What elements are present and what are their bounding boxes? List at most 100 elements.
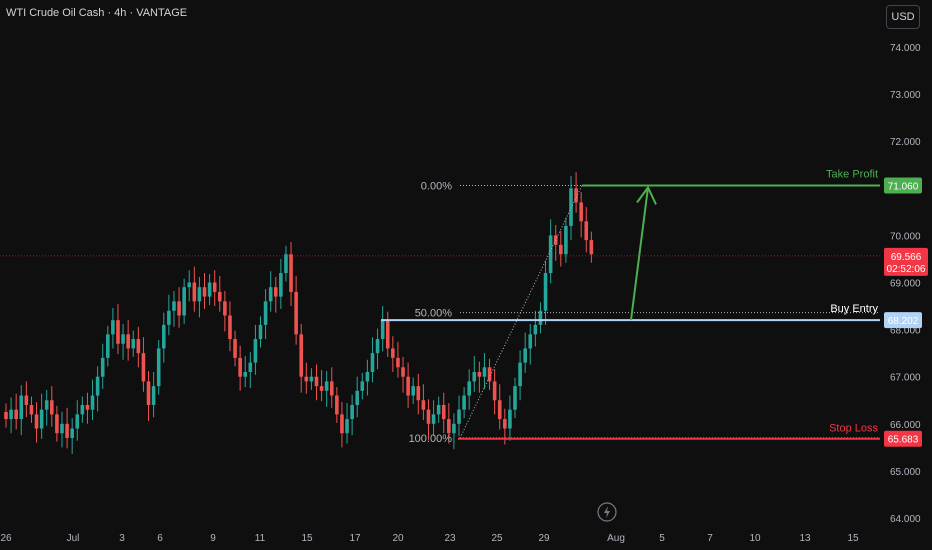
time-tick-label: 5: [659, 533, 665, 544]
time-tick-label: 15: [301, 533, 313, 544]
candle-body: [533, 324, 538, 335]
candle-body: [441, 404, 446, 420]
candle-body: [70, 428, 74, 438]
candle-body: [380, 320, 385, 340]
candle-body: [538, 310, 543, 325]
fib-trend-line: [459, 185, 583, 439]
time-tick-label: 11: [255, 533, 266, 544]
replay-icon[interactable]: [597, 502, 617, 522]
price-tick-label: 72.000: [890, 137, 921, 148]
candle-body: [391, 348, 395, 358]
candle-body: [385, 320, 390, 349]
candle-body: [523, 348, 527, 363]
candle-body: [426, 409, 431, 424]
buy-entry-badge-text: 68.202: [888, 316, 919, 327]
candle-body: [151, 386, 156, 405]
candle-body: [548, 235, 553, 274]
candle-body: [161, 324, 166, 349]
candle-body: [263, 301, 268, 325]
candle-body: [177, 301, 181, 316]
candle-body: [559, 244, 563, 255]
last-price-badge: [884, 247, 928, 276]
candle-body: [136, 339, 141, 354]
candle-body: [579, 202, 583, 222]
candle-body: [289, 254, 293, 292]
candle-body: [431, 414, 436, 424]
candle-body: [39, 409, 44, 429]
time-tick-label: 29: [538, 533, 550, 544]
candle-body: [207, 282, 212, 297]
price-tick-label: 67.000: [890, 373, 921, 384]
currency-button[interactable]: USD: [886, 5, 920, 29]
take-profit-badge: [884, 177, 922, 194]
time-tick-label: 15: [847, 533, 859, 544]
time-tick-label: Jul: [67, 533, 80, 544]
candle-body: [75, 414, 80, 429]
candle-body: [95, 376, 100, 396]
candle-body: [65, 423, 69, 438]
candle-body: [543, 273, 548, 311]
candle-body: [126, 334, 130, 349]
candle-body: [416, 386, 421, 401]
candle-body: [34, 414, 39, 429]
candle-body: [100, 357, 105, 377]
fib-level-label: 100.00%: [409, 433, 453, 445]
candle-body: [253, 339, 258, 363]
time-tick-label: 9: [210, 533, 216, 544]
candle-body: [304, 376, 309, 382]
time-tick-label: 17: [349, 533, 361, 544]
candle-body: [462, 395, 466, 410]
candle-body: [248, 362, 253, 372]
price-tick-label: 69.000: [890, 279, 921, 290]
time-tick-label: 7: [707, 533, 713, 544]
candle-body: [360, 381, 365, 391]
candle-body: [589, 240, 594, 255]
buy-entry-label: Buy Entry: [830, 303, 878, 315]
candle-body: [29, 404, 34, 415]
time-tick-label: 3: [119, 533, 125, 544]
time-tick-label: 23: [444, 533, 456, 544]
candle-body: [167, 310, 171, 325]
candle-body: [436, 404, 441, 415]
time-tick-label: 26: [0, 533, 12, 544]
drawing-overlays: 0.00% 50.00% 100.00% Take Profit Buy Entry St…: [0, 168, 880, 445]
candle-body: [518, 362, 522, 387]
take-profit-badge-text: 71.060: [888, 181, 919, 192]
candle-body: [508, 409, 512, 429]
axes: 74.000 73.000 72.000 70.000 69.000 68.000 67.0…: [0, 43, 928, 544]
candle-body: [477, 371, 482, 377]
candle-body: [355, 390, 360, 405]
candle-body: [569, 188, 573, 226]
candle-body: [44, 400, 49, 410]
candle-body: [401, 367, 405, 377]
candle-body: [116, 320, 120, 344]
projection-arrow-head: [636, 185, 657, 205]
countdown-text: 02:52:06: [887, 264, 926, 275]
candle-body: [223, 301, 227, 316]
candle-body: [172, 301, 176, 311]
candle-body: [329, 381, 334, 396]
candle-body: [238, 357, 242, 377]
stop-loss-label: Stop Loss: [829, 423, 878, 435]
stop-loss-badge: [884, 430, 922, 447]
candle-body: [375, 339, 380, 354]
candle-body: [233, 339, 237, 358]
fib-level-label: 50.00%: [415, 308, 453, 320]
candle-body: [146, 381, 151, 405]
fib-level-label: 0.00%: [421, 180, 452, 192]
candle-body: [258, 324, 263, 340]
candle-body: [284, 254, 288, 274]
candle-body: [192, 282, 197, 302]
price-tick-label: 68.000: [890, 326, 921, 337]
candle-body: [411, 386, 415, 396]
price-tick-label: 66.000: [890, 420, 921, 431]
candle-body: [90, 395, 95, 410]
candle-body: [182, 287, 186, 316]
candle-body: [60, 423, 64, 434]
price-tick-label: 70.000: [890, 231, 921, 242]
candle-body: [309, 376, 314, 382]
candle-body: [574, 188, 578, 203]
stop-loss-badge-text: 65.683: [888, 435, 919, 446]
time-tick-label: 10: [749, 533, 761, 544]
